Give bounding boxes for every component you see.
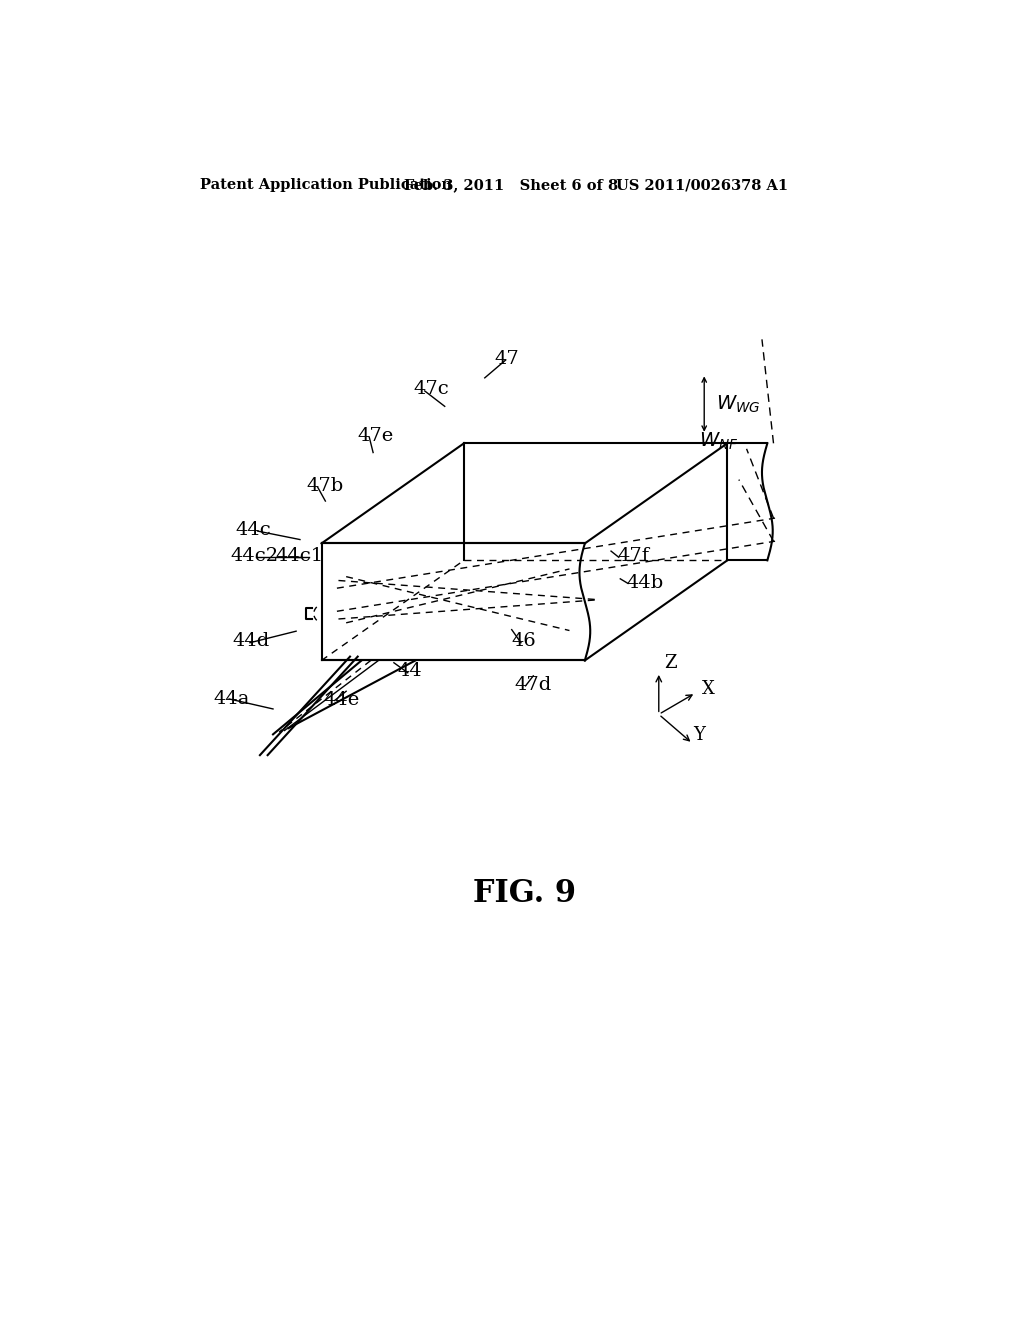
Text: $W_{NF}$: $W_{NF}$ — [698, 432, 738, 453]
Text: 46: 46 — [511, 632, 536, 651]
Text: 44a: 44a — [214, 690, 250, 708]
Text: 47f: 47f — [617, 546, 649, 565]
Text: Y: Y — [692, 726, 705, 744]
Text: 44c1: 44c1 — [275, 546, 324, 565]
Text: 44d: 44d — [232, 632, 269, 651]
Text: 44c2: 44c2 — [230, 546, 279, 565]
Text: X: X — [701, 680, 715, 698]
Text: 44b: 44b — [627, 574, 664, 593]
Text: 44: 44 — [397, 663, 422, 680]
Text: Feb. 3, 2011   Sheet 6 of 8: Feb. 3, 2011 Sheet 6 of 8 — [403, 178, 618, 193]
Text: 47e: 47e — [357, 426, 394, 445]
Text: 44e: 44e — [323, 692, 359, 709]
Text: 47d: 47d — [514, 676, 551, 694]
Text: Patent Application Publication: Patent Application Publication — [200, 178, 452, 193]
Text: US 2011/0026378 A1: US 2011/0026378 A1 — [615, 178, 787, 193]
Text: $W_{WG}$: $W_{WG}$ — [716, 395, 761, 416]
Text: FIG. 9: FIG. 9 — [473, 878, 577, 909]
Text: 47c: 47c — [413, 380, 449, 399]
Text: 44c: 44c — [236, 520, 271, 539]
Text: 47b: 47b — [306, 477, 343, 495]
Text: 47: 47 — [494, 350, 519, 367]
Text: Z: Z — [665, 653, 677, 672]
